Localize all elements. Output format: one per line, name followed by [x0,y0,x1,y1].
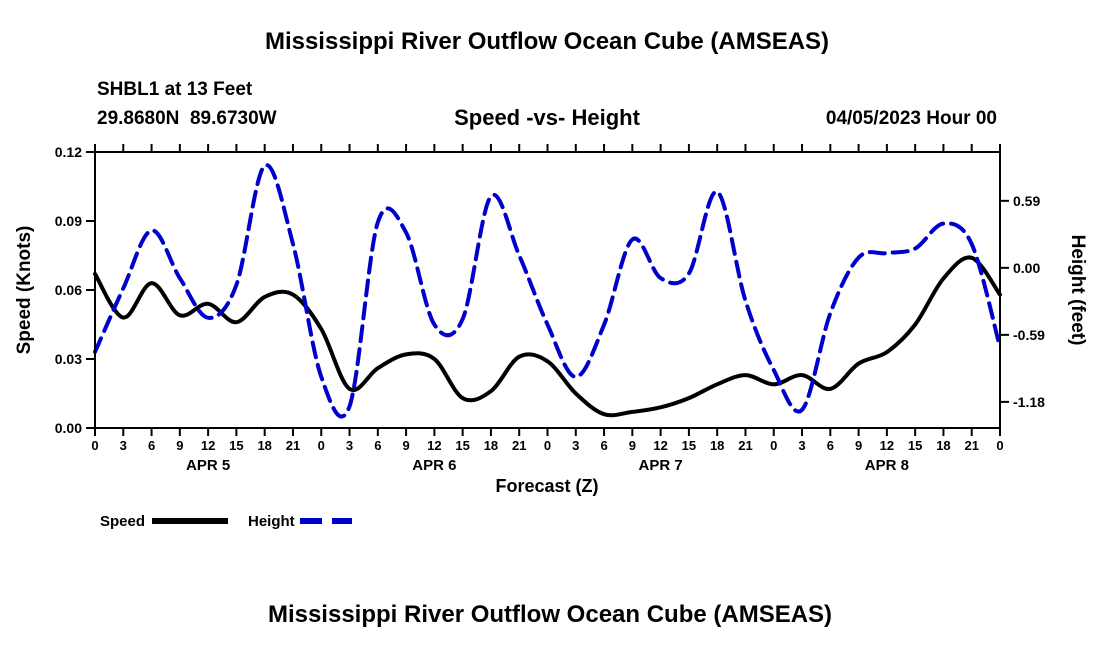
bottom-page-title: Mississippi River Outflow Ocean Cube (AM… [268,601,832,628]
x-tick-label: 18 [936,438,950,453]
day-label: APR 7 [639,457,683,474]
left-axis-title: Speed (Knots) [14,226,35,355]
x-tick-label: 0 [318,438,325,453]
x-tick-label: 18 [484,438,498,453]
x-tick-label: 0 [770,438,777,453]
day-label: APR 5 [186,457,230,474]
left-tick-label: 0.12 [55,144,82,160]
x-tick-label: 6 [374,438,381,453]
left-tick-label: 0.03 [55,351,82,367]
datetime-label: 04/05/2023 Hour 00 [826,108,997,129]
x-tick-label: 3 [572,438,579,453]
x-tick-label: 0 [996,438,1003,453]
x-tick-label: 21 [964,438,978,453]
x-tick-label: 21 [512,438,526,453]
x-tick-label: 12 [201,438,215,453]
plot-area: 0 3 6 9 12 15 18 21 0 3 6 9 12 15 18 21 0 3 6 9 12 15 18 21 0 3 6 9… [55,144,1045,474]
x-tick-label: 18 [257,438,271,453]
left-tick-label: 0.09 [55,213,82,229]
x-tick-label: 12 [427,438,441,453]
left-tick-label: 0.00 [55,420,82,436]
right-tick-label: 0.00 [1013,260,1040,276]
coordinates-label: 29.8680N 89.6730W [97,108,277,129]
left-tick-label: 0.06 [55,282,82,298]
right-tick-label: -1.18 [1013,394,1045,410]
legend-height-label: Height [248,513,295,530]
x-tick-label: 0 [91,438,98,453]
speed-line [93,255,1002,418]
plot-title: Speed -vs- Height [454,105,640,130]
x-tick-label: 9 [402,438,409,453]
x-tick-label: 15 [229,438,243,453]
right-tick-label: 0.59 [1013,193,1040,209]
x-tick-label: 0 [544,438,551,453]
day-label: APR 8 [865,457,909,474]
height-line [93,163,1002,419]
x-tick-label: 9 [629,438,636,453]
x-tick-label: 15 [455,438,469,453]
x-tick-label: 21 [286,438,300,453]
x-tick-label: 9 [176,438,183,453]
x-tick-label: 3 [798,438,805,453]
right-axis-title: Height (feet) [1067,235,1088,346]
station-label: SHBL1 at 13 Feet [97,79,253,100]
x-tick-label: 6 [148,438,155,453]
x-tick-label: 18 [710,438,724,453]
x-axis-title: Forecast (Z) [495,476,598,496]
page-title: Mississippi River Outflow Ocean Cube (AM… [265,28,829,55]
x-tick-label: 12 [653,438,667,453]
x-tick-label: 3 [346,438,353,453]
right-tick-label: -0.59 [1013,327,1045,343]
x-tick-label: 3 [120,438,127,453]
x-tick-label: 9 [855,438,862,453]
x-tick-label: 12 [880,438,894,453]
legend-speed-label: Speed [100,513,145,530]
x-tick-label: 6 [600,438,607,453]
x-tick-label: 15 [682,438,696,453]
x-tick-label: 6 [827,438,834,453]
plot-frame [94,151,1001,429]
x-tick-label: 21 [738,438,752,453]
x-tick-label: 15 [908,438,922,453]
day-label: APR 6 [412,457,456,474]
